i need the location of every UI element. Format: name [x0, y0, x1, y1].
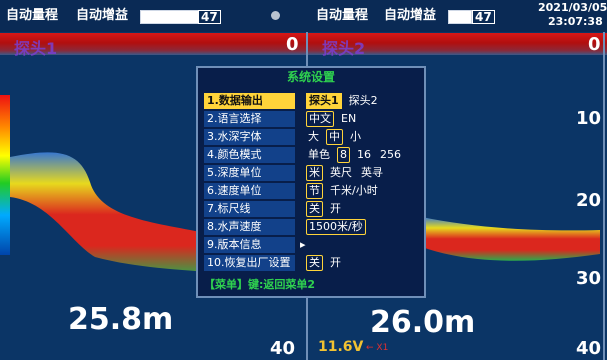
system-settings-dialog: 系统设置 1.数据输出 探头1 探头2 2.语言选择 中文 EN 3.水深字体 大中… [196, 66, 426, 298]
option-mono[interactable]: 单色 [308, 148, 330, 161]
option-knot[interactable]: 节 [306, 183, 323, 199]
option-8[interactable]: 8 [337, 147, 350, 163]
option-off[interactable]: 关 [306, 201, 323, 217]
menu-item-label: 4.颜色模式 [204, 147, 295, 163]
dialog-title: 系统设置 [286, 70, 335, 84]
left-scale-0: 0 [286, 34, 299, 55]
option-fathom[interactable]: 英寻 [361, 166, 383, 179]
left-scale-40: 40 [270, 338, 296, 359]
menu-item-label: 3.水深字体 [204, 129, 295, 145]
submenu-arrow-icon: ▸ [300, 238, 306, 251]
date-text: 2021/03/05 [538, 1, 607, 14]
menu-item-scale-line[interactable]: 7.标尺线 关开 [202, 200, 420, 218]
option-16[interactable]: 16 [357, 148, 371, 161]
menu-item-depth-font[interactable]: 3.水深字体 大中小 [202, 128, 420, 146]
right-scale-10: 10 [576, 108, 602, 129]
option-on[interactable]: 开 [330, 202, 341, 215]
menu-item-sound-speed[interactable]: 8.水声速度 1500米/秒 [202, 218, 420, 236]
right-edge-line [603, 32, 605, 360]
right-range-mode[interactable]: 自动量程 [316, 8, 369, 23]
right-bottom-return [422, 217, 600, 261]
left-gain-bar[interactable] [140, 10, 200, 24]
menu-item-color-mode[interactable]: 4.颜色模式 单色 8 16 256 [202, 146, 420, 164]
option-medium[interactable]: 中 [326, 129, 343, 145]
menu-item-data-output[interactable]: 1.数据输出 探头1 探头2 [202, 92, 420, 110]
option-on[interactable]: 开 [330, 256, 341, 269]
menu-item-label: 9.版本信息 [204, 237, 295, 253]
right-gain-mode[interactable]: 自动增益 [384, 8, 437, 23]
surface-return [0, 33, 607, 55]
menu-item-label: 10.恢复出厂设置 [204, 255, 295, 271]
probe-1-label: 探头1 [14, 39, 58, 58]
probe-2-label: 探头2 [322, 39, 366, 58]
color-scale-bar [0, 95, 10, 255]
menu-item-label: 7.标尺线 [204, 201, 295, 217]
left-depth-readout: 25.8m [68, 302, 174, 337]
option-english[interactable]: EN [341, 112, 357, 125]
option-kmh[interactable]: 千米/小时 [330, 184, 378, 197]
option-probe1[interactable]: 探头1 [306, 93, 342, 109]
right-scale-40: 40 [576, 338, 602, 359]
menu-item-version-info[interactable]: 9.版本信息 ▸ [202, 236, 420, 254]
time-text: 23:07:38 [548, 15, 603, 28]
option-off[interactable]: 关 [306, 255, 323, 271]
zoom-indicator: ← X1 [366, 343, 389, 353]
right-scale-30: 30 [576, 268, 602, 289]
right-gain-value: 47 [472, 10, 495, 24]
option-256[interactable]: 256 [380, 148, 401, 161]
left-range-mode[interactable]: 自动量程 [6, 8, 59, 23]
left-gain-value: 47 [198, 10, 221, 24]
voltage-readout: 11.6V [318, 339, 364, 355]
menu-item-speed-unit[interactable]: 6.速度单位 节千米/小时 [202, 182, 420, 200]
menu-item-depth-unit[interactable]: 5.深度单位 米英尺 英寻 [202, 164, 420, 182]
option-small[interactable]: 小 [350, 130, 361, 143]
menu-item-label: 2.语言选择 [204, 111, 295, 127]
option-sound-speed-value[interactable]: 1500米/秒 [306, 219, 366, 235]
menu-item-label: 5.深度单位 [204, 165, 295, 181]
menu-item-language[interactable]: 2.语言选择 中文 EN [202, 110, 420, 128]
dialog-hint: 【菜单】键:返回菜单2 [204, 278, 316, 291]
menu-item-factory-reset[interactable]: 10.恢复出厂设置 关开 [202, 254, 420, 272]
left-gain-mode[interactable]: 自动增益 [76, 8, 129, 23]
right-depth-readout: 26.0m [370, 305, 476, 340]
option-feet[interactable]: 英尺 [330, 166, 352, 179]
option-meter[interactable]: 米 [306, 165, 323, 181]
option-probe2[interactable]: 探头2 [348, 94, 378, 107]
right-scale-20: 20 [576, 190, 602, 211]
menu-item-label: 8.水声速度 [204, 219, 295, 235]
status-bar [0, 0, 607, 32]
right-gain-bar[interactable] [448, 10, 472, 24]
menu-item-label: 1.数据输出 [204, 93, 295, 109]
right-scale-0: 0 [588, 34, 601, 55]
menu-item-label: 6.速度单位 [204, 183, 295, 199]
gnss-status-icon [271, 11, 280, 20]
option-chinese[interactable]: 中文 [306, 111, 334, 127]
option-large[interactable]: 大 [308, 130, 319, 143]
